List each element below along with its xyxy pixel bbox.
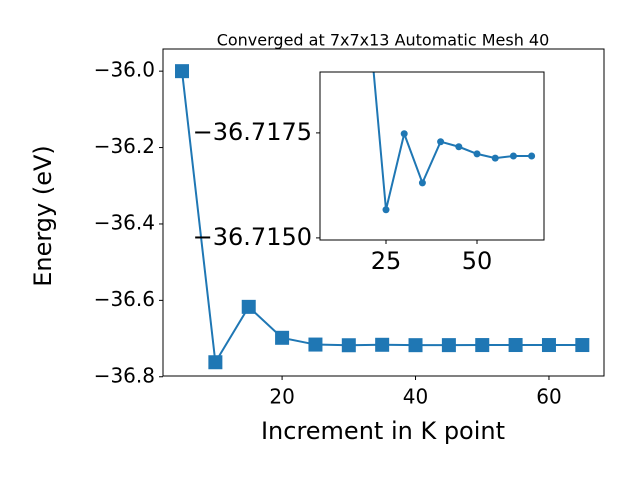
y-tick-label: −36.2 [94,134,155,158]
plot-area [175,64,590,370]
data-marker [441,338,456,353]
data-marker [382,206,390,214]
data-marker [208,355,223,370]
data-marker [308,337,323,352]
data-marker [400,130,408,138]
x-tick-label: 40 [403,385,428,409]
data-marker [508,338,523,353]
axes-frame [162,48,605,377]
data-marker [473,150,481,158]
data-line [372,72,532,210]
data-marker [475,338,490,353]
data-marker [408,338,423,353]
x-tick-label: 50 [462,247,493,275]
y-tick-label: −36.7150 [193,223,312,251]
y-tick-label: −36.0 [94,58,155,82]
data-marker [491,154,499,162]
data-marker [418,179,426,187]
data-marker [575,338,590,353]
plot-area [364,3,536,214]
axes-frame [319,71,545,241]
x-tick-label: 60 [536,385,561,409]
y-axis-label: Energy (eV) [29,145,57,287]
x-axis-label: Increment in K point [261,417,505,445]
data-marker [541,338,556,353]
y-tick-label: −36.4 [94,210,155,234]
y-tick-label: −36.7175 [193,118,312,146]
data-marker [275,330,290,345]
data-marker [241,299,256,314]
x-tick-label: 20 [269,385,294,409]
y-tick-label: −36.8 [94,363,155,387]
data-marker [364,3,371,10]
data-marker [437,138,445,146]
data-marker [509,152,517,160]
data-marker [528,152,536,160]
data-marker [175,64,190,79]
chart-title: Converged at 7x7x13 Automatic Mesh 40 [217,31,550,50]
data-marker [455,143,463,151]
x-tick-label: 25 [371,247,402,275]
data-marker [375,337,390,352]
data-marker [341,338,356,353]
y-tick-label: −36.6 [94,287,155,311]
